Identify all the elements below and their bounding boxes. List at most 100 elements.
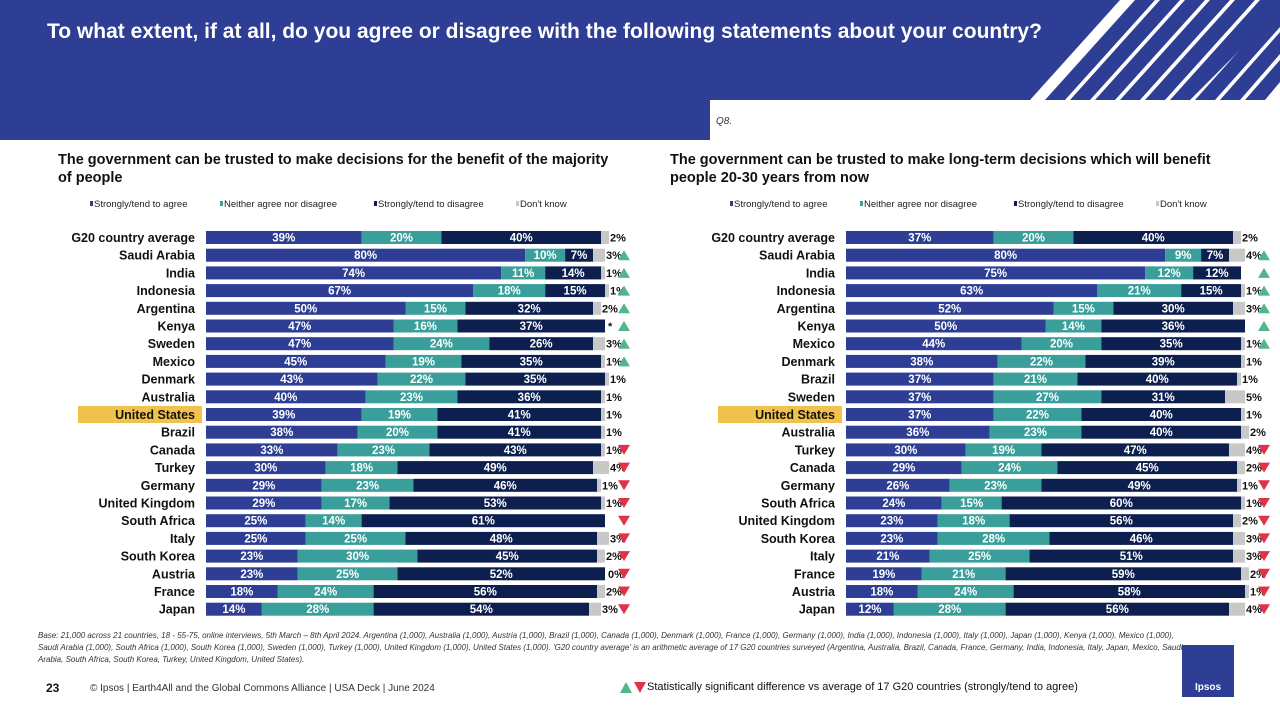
chart2-data-label: 63% xyxy=(960,286,983,298)
chart2-bar-segment xyxy=(1057,461,1238,475)
chart2-bar-segment xyxy=(989,425,1082,439)
chart1-data-label: 25% xyxy=(344,533,367,545)
chart2-category-label: United States xyxy=(755,408,835,422)
chart2-bar-segment xyxy=(846,585,918,598)
chart1-sig-down-icon xyxy=(618,480,630,491)
chart2-dontknow-label: 3% xyxy=(1246,551,1262,563)
chart1-data-label: 14% xyxy=(562,268,585,280)
chart2-legend-dontknow: Don't know xyxy=(1160,199,1207,210)
chart1-dontknow-label: 2% xyxy=(610,233,626,245)
chart1-data-label: 39% xyxy=(272,410,295,422)
chart2-bar-segment xyxy=(1225,390,1245,404)
chart1-data-label: 53% xyxy=(484,498,507,510)
chart2-bar-segment xyxy=(1241,408,1245,421)
chart1-category-label: Mexico xyxy=(153,355,196,369)
chart2-bar-segment xyxy=(1241,354,1245,368)
chart2-dontknow-label: 1% xyxy=(1246,410,1262,422)
chart1-category-label: Germany xyxy=(141,479,195,493)
chart2-highlight-bg xyxy=(718,406,842,423)
chart1-bar-segment xyxy=(206,549,298,563)
chart1-bar-segment xyxy=(501,266,546,280)
chart1-sig-down-icon xyxy=(618,498,630,508)
chart1-bar-segment xyxy=(597,478,602,492)
chart2-category-label: Austria xyxy=(792,585,836,599)
chart2-data-label: 80% xyxy=(994,250,1017,262)
chart2-data-label: 25% xyxy=(968,551,991,563)
chart1-data-label: 41% xyxy=(508,427,531,439)
chart2-legend-disagree: Strongly/tend to disagree xyxy=(1018,199,1124,210)
chart2-dontknow-label: 5% xyxy=(1246,392,1262,404)
chart1-data-label: 11% xyxy=(512,268,534,280)
chart2-data-label: 26% xyxy=(886,480,909,492)
chart1-dontknow-label: 1% xyxy=(606,392,622,404)
chart2-sig-up-icon xyxy=(1258,338,1270,349)
chart2-data-label: 59% xyxy=(1112,569,1135,581)
chart2-legend-neither-swatch xyxy=(860,201,863,206)
chart2-bar-segment xyxy=(846,337,1022,351)
chart2-data-label: 29% xyxy=(892,463,915,475)
chart1-bar-segment xyxy=(589,602,602,616)
chart1-bar-segment xyxy=(206,514,306,528)
chart1-sig-down-icon xyxy=(618,551,630,562)
chart2-bar-segment xyxy=(1013,585,1245,598)
chart1-data-label: 45% xyxy=(284,356,307,368)
chart2-sig-up-icon xyxy=(1258,267,1270,278)
chart2-bar-segment xyxy=(917,585,1014,598)
chart1-bar-segment xyxy=(465,301,594,315)
chart2-bar-segment xyxy=(846,390,994,404)
chart2-data-label: 15% xyxy=(1200,286,1223,298)
chart1-category-label: Argentina xyxy=(137,302,196,316)
chart1-bar-segment xyxy=(429,443,602,457)
chart1-data-label: 22% xyxy=(410,374,433,386)
chart2-data-label: 15% xyxy=(960,498,983,510)
chart1-bar-segment xyxy=(601,408,605,421)
chart2-bar-segment xyxy=(1241,567,1249,581)
chart2-data-label: 24% xyxy=(882,498,905,510)
chart1-bar-segment xyxy=(545,266,602,280)
chart2-dontknow-label: 1% xyxy=(1246,286,1262,298)
chart2-bar-segment xyxy=(1233,514,1242,528)
chart1-sig-up-icon xyxy=(618,285,630,296)
chart2-sig-down-icon xyxy=(1258,498,1270,508)
chart1-bar-segment xyxy=(377,372,466,386)
chart2-bar-segment xyxy=(846,372,994,386)
chart1-data-label: 15% xyxy=(564,286,587,298)
chart2-bar-segment xyxy=(1229,602,1245,616)
chart1-data-label: 30% xyxy=(254,463,277,475)
header-banner: To what extent, if at all, do you agree … xyxy=(0,0,1280,140)
chart2-data-label: 46% xyxy=(1130,533,1153,545)
chart1-data-label: 35% xyxy=(524,374,547,386)
page-title: To what extent, if at all, do you agree … xyxy=(47,20,1042,43)
chart2-data-label: 28% xyxy=(982,533,1005,545)
chart1-data-label: 23% xyxy=(356,480,379,492)
chart1-data-label: 54% xyxy=(470,604,493,616)
significance-note: Statistically significant difference vs … xyxy=(647,681,1078,693)
chart1-bar-segment xyxy=(206,496,322,510)
chart1-sig-down-icon xyxy=(618,462,630,473)
chart2-dontknow-label: 3% xyxy=(1246,303,1262,315)
chart1-bar-segment xyxy=(337,443,430,457)
chart2-bar-segment xyxy=(846,443,966,457)
chart1-category-label: South Africa xyxy=(121,514,196,528)
chart1-bar-segment xyxy=(206,478,322,492)
chart2-data-label: 21% xyxy=(952,569,975,581)
chart2-bar-segment xyxy=(921,567,1006,581)
ipsos-logo: Ipsos xyxy=(1182,645,1234,697)
chart2-bar-segment xyxy=(1233,231,1242,244)
chart1-category-label: India xyxy=(166,266,196,280)
chart2-data-label: 37% xyxy=(908,374,931,386)
chart2-data-label: 20% xyxy=(1050,339,1073,351)
chart2-bar-segment xyxy=(1193,266,1242,280)
chart1-bar-segment xyxy=(206,390,366,404)
chart1-bar-segment xyxy=(277,585,374,598)
chart1-legend-disagree-swatch xyxy=(374,201,377,206)
chart-1-title: The government can be trusted to make de… xyxy=(58,152,609,186)
chart1-bar-segment xyxy=(405,301,466,315)
chart1-dontknow-label: 2% xyxy=(606,551,622,563)
chart1-highlight-bg xyxy=(78,406,202,423)
chart1-bar-segment xyxy=(441,231,602,244)
chart2-bar-segment xyxy=(846,549,930,563)
chart2-data-label: 36% xyxy=(906,427,929,439)
logo-text: Ipsos xyxy=(1194,682,1222,693)
chart2-dontknow-label: 4% xyxy=(1246,445,1262,457)
